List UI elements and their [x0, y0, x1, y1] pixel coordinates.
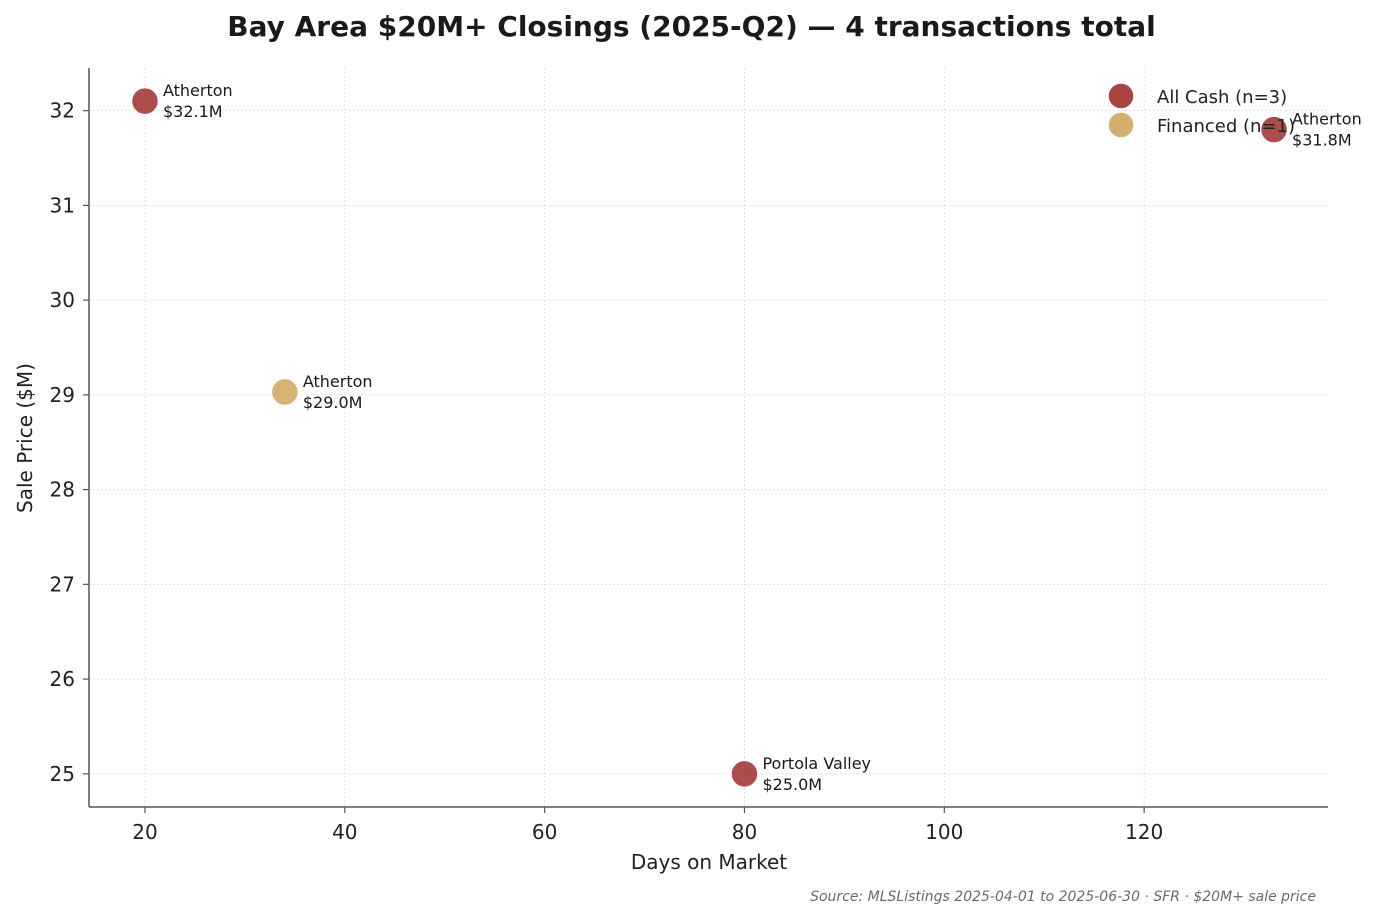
x-tick-label: 100	[925, 820, 963, 844]
y-tick-label: 29	[50, 383, 75, 407]
x-tick-label: 80	[732, 820, 757, 844]
y-tick-label: 25	[50, 762, 75, 786]
x-tick-label: 40	[332, 820, 357, 844]
data-point	[130, 86, 160, 116]
data-point	[730, 759, 759, 789]
y-tick-label: 31	[50, 193, 75, 217]
data-point	[270, 377, 300, 407]
legend-entry-label: All Cash (n=3)	[1157, 87, 1287, 108]
grid-layer	[89, 68, 1328, 807]
point-price-label: $31.8M	[1292, 131, 1352, 150]
point-city-label: Atherton	[1292, 110, 1362, 129]
chart-title: Bay Area $20M+ Closings (2025-Q2) — 4 tr…	[227, 10, 1156, 43]
x-tick-label: 60	[532, 820, 557, 844]
points-layer	[130, 86, 1289, 789]
y-tick-label: 26	[50, 667, 75, 691]
legend-entry-label: Financed (n=1)	[1157, 116, 1295, 137]
y-tick-label: 28	[50, 478, 75, 502]
axes-layer	[88, 68, 1328, 808]
x-tick-label: 120	[1125, 820, 1163, 844]
legend-marker	[1107, 111, 1135, 139]
y-tick-label: 27	[50, 572, 75, 596]
legend: All Cash (n=3) Financed (n=1)	[1107, 82, 1295, 139]
point-city-label: Atherton	[303, 372, 373, 391]
point-price-label: $25.0M	[762, 775, 822, 794]
x-axis-label: Days on Market	[631, 850, 787, 874]
point-price-label: $29.0M	[303, 393, 363, 412]
legend-marker	[1107, 82, 1135, 110]
x-tick-label: 20	[132, 820, 157, 844]
point-city-label: Atherton	[163, 81, 233, 100]
data-point	[1259, 115, 1289, 144]
point-city-label: Portola Valley	[762, 754, 871, 773]
y-tick-label: 30	[50, 288, 75, 312]
ticks-layer: 20 40 60 80 100 120 25 26 27 28 29 30 31 32	[50, 99, 1164, 844]
y-tick-label: 32	[50, 99, 75, 123]
point-price-label: $32.1M	[163, 102, 223, 121]
source-note: Source: MLSListings 2025-04-01 to 2025-0…	[810, 889, 1316, 905]
point-labels-layer: Atherton $32.1M Atherton $31.8M Portola Vall…	[163, 81, 1362, 794]
y-axis-label: Sale Price ($M)	[13, 363, 37, 513]
